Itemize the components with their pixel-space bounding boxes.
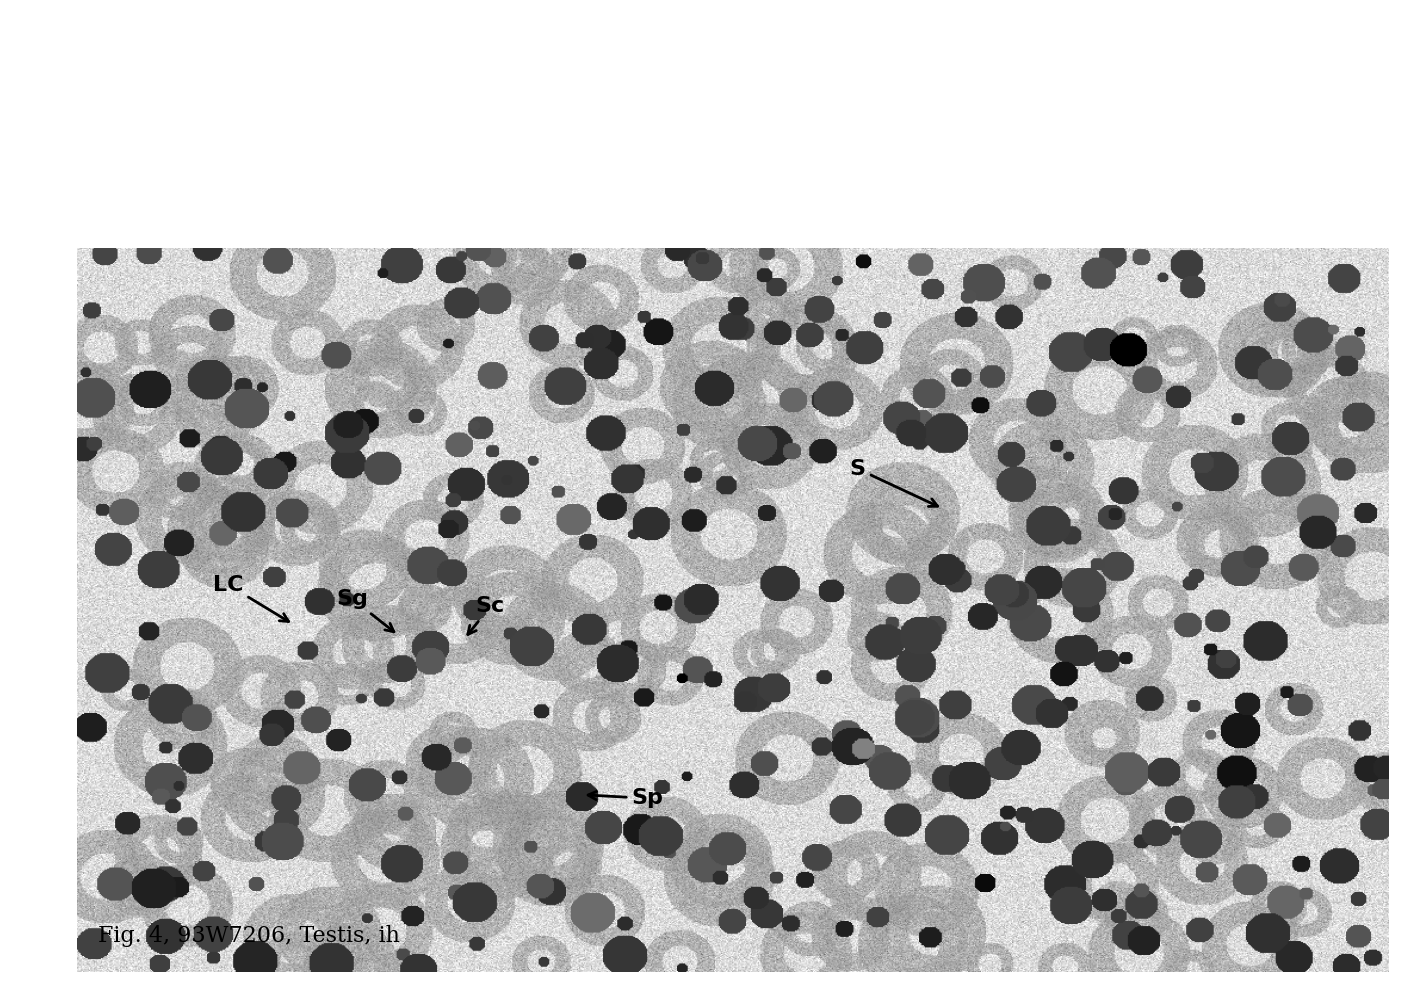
Text: LC: LC <box>213 574 289 622</box>
Text: Fig. 4, 93W7206, Testis, ih: Fig. 4, 93W7206, Testis, ih <box>98 926 400 947</box>
Text: Sp: Sp <box>588 789 664 808</box>
Text: S: S <box>850 459 937 507</box>
Text: Sg: Sg <box>337 589 394 632</box>
Text: Sc: Sc <box>467 596 505 635</box>
